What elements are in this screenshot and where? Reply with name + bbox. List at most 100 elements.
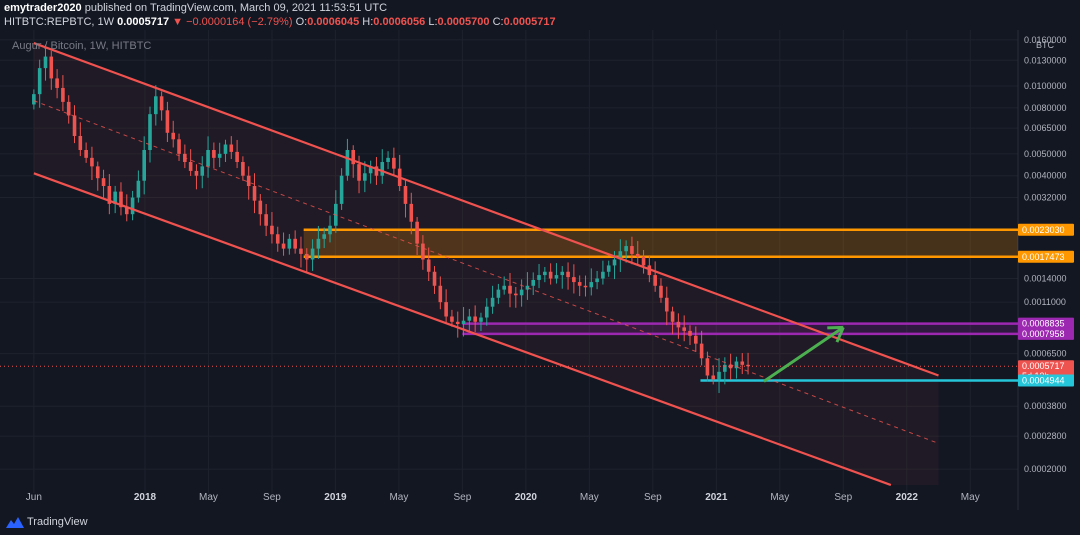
candle-body — [525, 285, 530, 290]
chart-title: Augur / Bitcoin, 1W, HITBTC — [12, 40, 151, 52]
y-tick-label: 0.0100000 — [1024, 81, 1067, 91]
close-value: 0.0005717 — [503, 16, 556, 28]
price-label-value: 0.0007958 — [1022, 329, 1065, 339]
x-tick-label: 2022 — [896, 492, 919, 503]
candle-body — [606, 265, 611, 272]
candle-body — [450, 316, 454, 322]
price-chart[interactable]: Augur / Bitcoin, 1W, HITBTC Jun 2018 May Se… — [0, 30, 1080, 510]
x-tick-label: 2021 — [705, 492, 728, 503]
candle-body — [165, 110, 170, 133]
candle-body — [246, 175, 251, 187]
y-axis: BTC 0.0160000 0.0130000 0.0100000 0.0080000… — [1024, 35, 1067, 474]
candle-body — [200, 166, 205, 176]
x-tick-label: Sep — [453, 492, 471, 503]
candle-body — [368, 166, 373, 174]
candle-body — [664, 297, 669, 312]
candle-body — [293, 238, 297, 249]
candle-body — [392, 157, 396, 169]
candle-body — [124, 207, 129, 215]
channel-upper-line[interactable] — [33, 42, 939, 377]
author-name[interactable]: emytrader2020 — [4, 2, 82, 14]
candle-body — [37, 68, 42, 95]
arrow-projection[interactable] — [763, 325, 845, 383]
candle-body — [84, 150, 88, 158]
x-tick-label: Sep — [834, 492, 852, 503]
candle-body — [351, 150, 356, 165]
channel-lower-line[interactable] — [33, 172, 892, 487]
candle-body — [688, 330, 692, 336]
candle-body — [711, 375, 716, 380]
candle-body — [560, 271, 565, 276]
candle-body — [484, 306, 489, 318]
x-tick-label: May — [961, 492, 980, 503]
published-text: published on TradingView.com, March 09, … — [84, 2, 388, 14]
candle-body — [531, 279, 536, 286]
candle-body — [258, 200, 263, 215]
candle-body — [212, 150, 216, 158]
candle-body — [589, 282, 594, 288]
candle-body — [717, 371, 721, 380]
candle-body — [386, 157, 390, 163]
candle-body — [508, 285, 512, 294]
x-tick-label: May — [389, 492, 408, 503]
candle-body — [543, 271, 547, 276]
candle-body — [171, 132, 176, 140]
chart-area[interactable]: Augur / Bitcoin, 1W, HITBTC Jun 2018 May Se… — [0, 30, 1080, 510]
high-value: 0.0006056 — [373, 16, 426, 28]
candle-body — [287, 238, 292, 249]
candle-body — [374, 166, 379, 176]
candle-body — [55, 78, 59, 88]
candle-body — [566, 271, 570, 278]
candle-body — [223, 144, 228, 154]
y-tick-label: 0.0003800 — [1024, 401, 1067, 411]
candle-body — [473, 316, 477, 322]
candle-body — [43, 56, 48, 69]
candle-body — [49, 56, 54, 79]
candle-body — [502, 285, 506, 290]
price-label-value: 0.0023030 — [1022, 225, 1065, 235]
x-tick-label: May — [770, 492, 789, 503]
y-tick-label: 0.0080000 — [1024, 103, 1067, 113]
candle-body — [322, 234, 326, 239]
candle-body — [676, 321, 681, 328]
open-label: O: — [295, 16, 308, 28]
candle-body — [136, 180, 141, 198]
y-axis-unit: BTC — [1036, 40, 1055, 50]
y-tick-label: 0.0011000 — [1024, 297, 1066, 307]
channel-middle-line[interactable] — [33, 100, 939, 444]
y-tick-label: 0.0050000 — [1024, 149, 1067, 159]
y-tick-label: 0.0002000 — [1024, 464, 1067, 474]
x-tick-label: Jun — [26, 492, 42, 503]
y-tick-label: 0.0014000 — [1024, 274, 1067, 284]
symbol-label[interactable]: HITBTC:REPBTC, 1W — [4, 16, 115, 28]
candle-body — [572, 277, 576, 283]
candle-body — [490, 297, 495, 307]
candle-body — [194, 170, 199, 176]
tradingview-logo-icon[interactable] — [6, 516, 24, 528]
candle-body — [641, 256, 646, 266]
y-tick-label: 0.0040000 — [1024, 171, 1067, 181]
price-change: ▼ −0.0000164 (−2.79%) — [172, 16, 293, 28]
candle-body — [519, 289, 524, 296]
candle-body — [357, 164, 361, 181]
candle-body — [363, 173, 367, 181]
candle-body — [61, 87, 65, 102]
candle-body — [421, 243, 425, 260]
candle-body — [432, 271, 437, 286]
candle-body — [699, 343, 704, 359]
candle-body — [275, 234, 280, 244]
candle-body — [101, 178, 106, 187]
candle-body — [728, 364, 733, 369]
arrow-shaft — [763, 326, 845, 383]
candle-body — [670, 311, 675, 322]
candle-body — [438, 285, 443, 303]
x-tick-label: 2019 — [324, 492, 347, 503]
y-tick-label: 0.0130000 — [1024, 55, 1067, 65]
candle-body — [740, 361, 745, 365]
tradingview-brand[interactable]: TradingView — [27, 516, 88, 528]
candle-body — [78, 135, 83, 151]
x-tick-label: May — [580, 492, 599, 503]
candle-body — [217, 153, 222, 158]
candle-body — [403, 186, 408, 204]
candle-body — [734, 361, 739, 369]
